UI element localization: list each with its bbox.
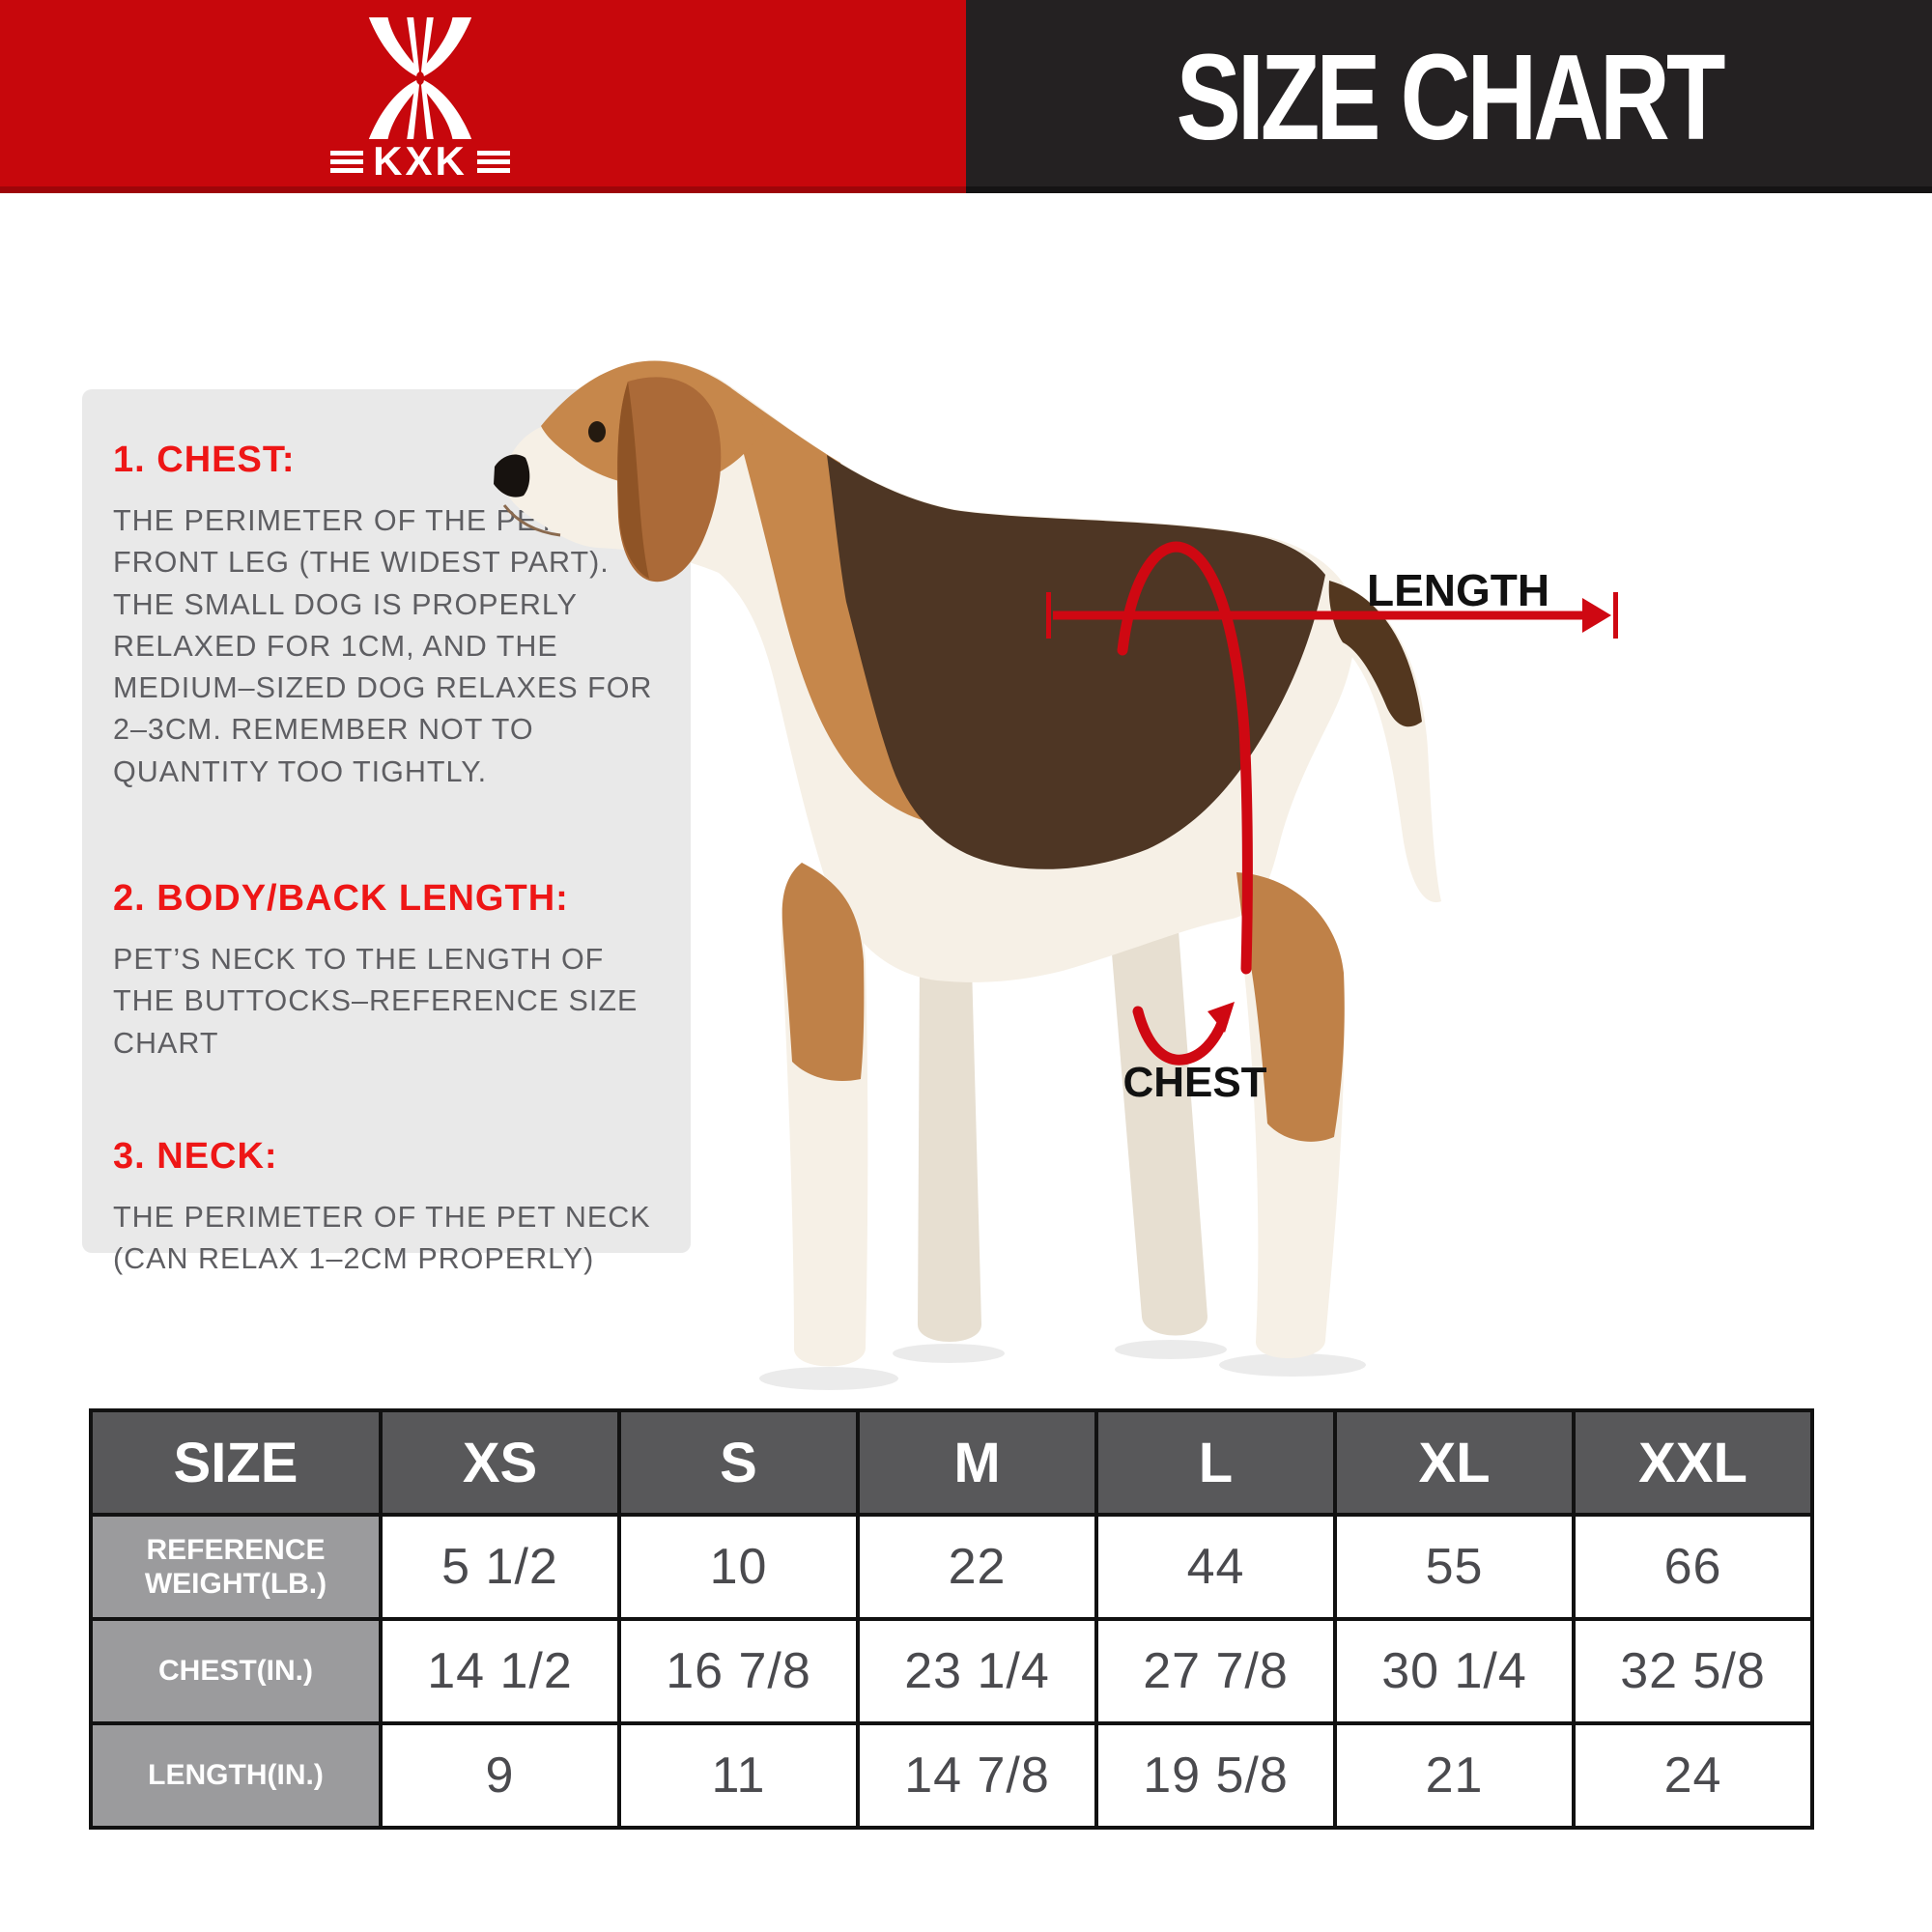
- instruction-heading: 2. BODY/BACK LENGTH:: [113, 878, 569, 920]
- instruction-section-chest: 1. CHEST: THE PERIMETER OF THE PET FRONT…: [113, 440, 662, 793]
- col-header-m: M: [856, 1408, 1098, 1517]
- row-label-chest: CHEST(IN.): [89, 1617, 383, 1725]
- chest-girth-curve: [1117, 541, 1253, 975]
- col-header-xs: XS: [379, 1408, 621, 1517]
- dog-nose: [494, 454, 530, 497]
- table-cell: 55: [1333, 1513, 1576, 1621]
- table-cell: 27 7/8: [1094, 1617, 1337, 1725]
- dog-front-leg: [781, 863, 868, 1367]
- table-row-weight: REFERENCE WEIGHT(LB.) 5 1/2 10 22 44 55 …: [89, 1513, 1814, 1621]
- table-cell: 22: [856, 1513, 1098, 1621]
- brand-logo: KXK: [319, 17, 522, 182]
- instruction-body: THE PERIMETER OF THE PET NECK (CAN RELAX…: [113, 1200, 651, 1276]
- dog-rear-leg: [1236, 872, 1345, 1359]
- table-cell: 14 1/2: [379, 1617, 621, 1725]
- table-row-length: LENGTH(IN.) 9 11 14 7/8 19 5/8 21 24: [89, 1721, 1814, 1830]
- table-cell: 23 1/4: [856, 1617, 1098, 1725]
- table-cell: 10: [617, 1513, 860, 1621]
- row-label-weight: REFERENCE WEIGHT(LB.): [89, 1513, 383, 1621]
- dog-ear: [617, 377, 722, 582]
- table-cell: 24: [1572, 1721, 1814, 1830]
- dog-eye: [588, 421, 606, 442]
- logo-text: KXK: [373, 138, 468, 184]
- table-cell: 32 5/8: [1572, 1617, 1814, 1725]
- dog-head: [494, 360, 765, 582]
- table-row-chest: CHEST(IN.) 14 1/2 16 7/8 23 1/4 27 7/8 3…: [89, 1617, 1814, 1725]
- col-header-s: S: [617, 1408, 860, 1517]
- row-label-length: LENGTH(IN.): [89, 1721, 383, 1830]
- length-arrow: [1046, 592, 1618, 639]
- col-header-l: L: [1094, 1408, 1337, 1517]
- table-cell: 14 7/8: [856, 1721, 1098, 1830]
- table-cell: 11: [617, 1721, 860, 1830]
- table-header-row: SIZE XS S M L XL XXL: [89, 1408, 1814, 1517]
- dog-measurement-diagram: LENGTH CHEST: [494, 360, 1618, 1390]
- page-title-wrap: SIZE CHART: [966, 0, 1932, 193]
- col-header-size: SIZE: [89, 1408, 383, 1517]
- dog-mouth-line: [502, 504, 561, 537]
- ground-shadow: [759, 1340, 1366, 1390]
- table-cell: 19 5/8: [1094, 1721, 1337, 1830]
- col-header-xxl: XXL: [1572, 1408, 1814, 1517]
- instruction-section-body-length: 2. BODY/BACK LENGTH: PET’S NECK TO THE L…: [113, 878, 662, 1065]
- instruction-heading: 1. CHEST:: [113, 440, 296, 480]
- table-cell: 16 7/8: [617, 1617, 860, 1725]
- chest-label: CHEST: [1122, 1059, 1266, 1106]
- size-chart-table: SIZE XS S M L XL XXL REFERENCE WEIGHT(LB…: [89, 1408, 1814, 1830]
- table-cell: 5 1/2: [379, 1513, 621, 1621]
- table-cell: 21: [1333, 1721, 1576, 1830]
- dog-neck-patch: [724, 384, 951, 826]
- logo-left-bars-icon: [330, 150, 364, 173]
- table-cell: 66: [1572, 1513, 1814, 1621]
- page-title: SIZE CHART: [1176, 28, 1726, 165]
- brand-logo-icon: [368, 17, 472, 139]
- chest-arrow: [1132, 1002, 1235, 1065]
- instruction-body: THE PERIMETER OF THE PET FRONT LEG (THE …: [113, 504, 653, 788]
- length-label: LENGTH: [1367, 565, 1549, 615]
- instruction-body: PET’S NECK TO THE LENGTH OF THE BUTTOCKS…: [113, 943, 639, 1060]
- dog-far-legs: [918, 919, 1208, 1342]
- dog-tail: [1328, 581, 1441, 903]
- header-dark-band: [966, 0, 1932, 193]
- logo-right-bars-icon: [476, 150, 510, 173]
- instruction-heading: 3. NECK:: [113, 1135, 278, 1177]
- table-cell: 9: [379, 1721, 621, 1830]
- table-cell: 30 1/4: [1333, 1617, 1576, 1725]
- instruction-section-neck: 3. NECK: THE PERIMETER OF THE PET NECK (…: [113, 1136, 662, 1281]
- table-cell: 44: [1094, 1513, 1337, 1621]
- col-header-xl: XL: [1333, 1408, 1576, 1517]
